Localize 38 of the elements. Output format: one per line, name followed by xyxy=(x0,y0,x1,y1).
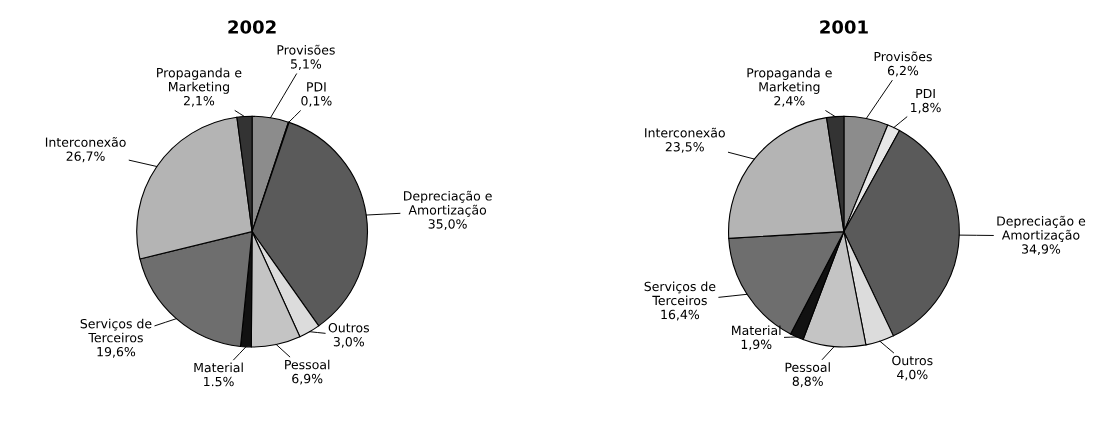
slice-label: Outros xyxy=(328,322,370,333)
slice-label: Interconexão xyxy=(645,127,725,138)
data-label: 8,8% xyxy=(792,376,823,388)
slice-label: Serviços de Terceiros xyxy=(80,318,152,343)
slice-label: Provisões xyxy=(277,44,335,55)
slice-label: Pessoal xyxy=(285,359,330,370)
data-label: 35,0% xyxy=(428,219,467,230)
slice-label: Interconexão xyxy=(45,136,126,147)
slice-label: Propaganda e Marketing xyxy=(157,67,242,94)
data-label: 16,4% xyxy=(661,309,700,321)
data-label: 2,1% xyxy=(183,95,215,107)
data-label: 2,4% xyxy=(774,96,805,107)
slice-label: Depreciação e Amortização xyxy=(997,215,1086,242)
slice-label: Material xyxy=(732,325,781,336)
slice-label: Material xyxy=(194,362,243,373)
data-label: 3,0% xyxy=(333,336,364,348)
data-label: 1.5% xyxy=(204,376,234,387)
data-label: 6,9% xyxy=(292,373,323,385)
data-label: 5,1% xyxy=(290,59,322,70)
slice-label: Pessoal xyxy=(785,362,830,372)
chart-title: 2002 xyxy=(228,20,276,34)
data-label: 34,9% xyxy=(1022,244,1061,255)
data-label: 23,5% xyxy=(665,142,704,153)
chart-title: 2001 xyxy=(820,20,868,34)
data-label: 0,1% xyxy=(301,96,332,107)
slice-label: Outros xyxy=(892,355,933,366)
slice-label: PDI xyxy=(916,88,935,99)
data-label: 26,7% xyxy=(66,151,105,163)
data-label: 1,8% xyxy=(911,102,941,114)
slice-label: Propaganda e Marketing xyxy=(747,67,832,94)
slice-label: Provisões xyxy=(874,51,932,62)
slice-label: PDI xyxy=(307,82,326,92)
data-label: 6,2% xyxy=(887,65,919,77)
data-label: 19,6% xyxy=(97,346,136,358)
data-label: 1,9% xyxy=(741,339,772,351)
slice-label: Depreciação e Amortização xyxy=(404,190,492,217)
slice-label: Serviços de Terceiros xyxy=(644,281,716,306)
data-label: 4,0% xyxy=(897,369,928,381)
